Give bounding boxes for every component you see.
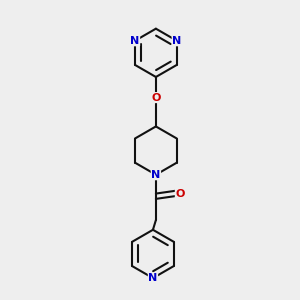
Text: N: N (148, 273, 158, 283)
Text: O: O (151, 93, 160, 103)
Text: O: O (175, 190, 185, 200)
Text: N: N (130, 36, 140, 46)
Text: N: N (151, 170, 160, 180)
Text: N: N (172, 36, 182, 46)
